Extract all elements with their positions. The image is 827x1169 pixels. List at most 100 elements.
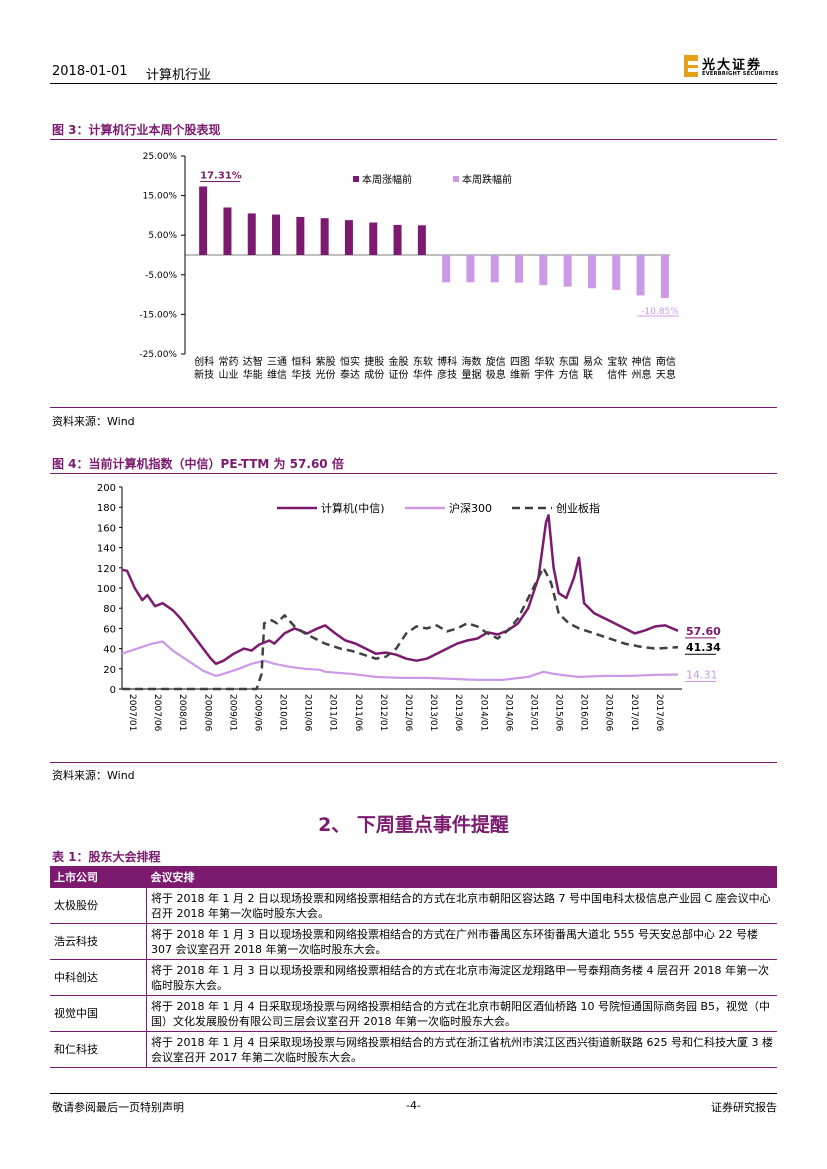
x-tick-label: 众 <box>593 356 603 368</box>
x-tick-label: 2017/01 <box>629 694 639 731</box>
page-number: -4- <box>406 1099 421 1112</box>
x-tick-label: 药 <box>228 356 238 368</box>
table-row: 中科创达 将于 2018 年 1 月 3 日以现场投票和网络投票相结合的方式在北… <box>50 959 777 996</box>
x-tick-label: 2011/06 <box>353 694 363 732</box>
x-tick-label: 神 <box>632 355 642 368</box>
y-tick-label: 180 <box>97 503 116 514</box>
x-tick-label: 华 <box>243 368 253 381</box>
company-cell: 视觉中国 <box>50 995 147 1032</box>
x-tick-label: 2012/01 <box>378 694 388 731</box>
x-tick-label: 宇 <box>534 368 544 381</box>
bar <box>369 222 378 255</box>
x-tick-label: 恒 <box>340 355 350 368</box>
x-tick-label: 彦 <box>437 368 447 381</box>
series-line <box>121 514 679 666</box>
company-cell: 和仁科技 <box>50 1031 147 1068</box>
x-tick-label: 实 <box>350 355 360 368</box>
x-tick-label: 股 <box>374 356 384 368</box>
bar-chart: 25.00%15.00%5.00%-5.00%-15.00%-25.00%创新科… <box>139 152 679 381</box>
end-label: 14.31 <box>686 669 718 682</box>
x-tick-label: 技 <box>204 368 214 381</box>
y-tick-label: 25.00% <box>143 152 178 162</box>
y-tick-label: 40 <box>103 645 116 656</box>
x-tick-label: 旋 <box>486 355 496 368</box>
bar <box>344 220 353 255</box>
x-tick-label: 联 <box>583 369 593 381</box>
y-tick-label: 160 <box>97 523 116 534</box>
company-cell: 浩云科技 <box>50 923 147 960</box>
x-tick-label: 恒 <box>291 355 301 368</box>
x-tick-label: 2009/01 <box>227 694 237 731</box>
y-tick-label: 60 <box>103 624 116 635</box>
x-tick-label: 信 <box>607 369 617 381</box>
x-tick-label: 创 <box>194 355 204 368</box>
x-tick-label: 2007/06 <box>152 694 162 732</box>
x-tick-label: 达 <box>243 356 253 368</box>
x-tick-label: 方 <box>559 368 569 381</box>
x-tick-label: 南 <box>656 355 666 368</box>
header-arrangement: 会议安排 <box>146 866 777 888</box>
table-row: 浩云科技 将于 2018 年 1 月 3 日以现场投票和网络投票相结合的方式在广… <box>50 923 777 960</box>
bar <box>199 186 208 255</box>
bar <box>466 255 475 283</box>
x-tick-label: 能 <box>253 368 263 381</box>
legend-label: 本周跌幅前 <box>462 173 512 186</box>
x-tick-label: 华 <box>413 368 423 381</box>
x-tick-label: 海 <box>461 355 471 368</box>
x-tick-label: 2011/01 <box>328 694 338 731</box>
x-tick-label: 2015/01 <box>528 694 538 731</box>
x-tick-label: 据 <box>471 368 481 381</box>
x-tick-label: 2008/06 <box>202 694 212 732</box>
x-tick-label: 捷 <box>364 355 374 368</box>
x-tick-label: 科 <box>447 355 457 368</box>
x-tick-label: 软 <box>423 355 433 368</box>
x-tick-label: 信 <box>666 356 676 368</box>
x-tick-label: 件 <box>423 369 433 381</box>
x-tick-label: 山 <box>218 369 228 381</box>
x-tick-label: 宝 <box>607 355 617 368</box>
x-tick-label: 极 <box>486 368 496 381</box>
x-tick-label: 四 <box>510 357 520 368</box>
section-title: 2、 下周重点事件提醒 <box>318 814 509 836</box>
x-tick-label: 图 <box>520 356 530 368</box>
x-tick-label: 份 <box>326 369 336 381</box>
series-line <box>122 566 679 691</box>
y-tick-label: 5.00% <box>148 231 177 241</box>
legend-label: 创业板指 <box>556 501 600 515</box>
x-tick-label: 2009/06 <box>252 694 262 732</box>
bar <box>539 255 548 286</box>
legend-swatch <box>453 176 459 182</box>
y-tick-label: 80 <box>103 604 116 615</box>
x-tick-label: 技 <box>301 368 311 381</box>
industry-name: 计算机行业 <box>146 68 212 83</box>
x-tick-label: 份 <box>374 369 384 381</box>
x-tick-label: 2010/06 <box>303 694 313 732</box>
arrangement-cell: 将于 2018 年 1 月 4 日采取现场投票与网络投票相结合的方式在浙江省杭州… <box>146 1031 777 1068</box>
data-label-max: 17.31% <box>200 170 242 181</box>
arrangement-cell: 将于 2018 年 1 月 3 日以现场投票和网络投票相结合的方式在北京市海淀区… <box>146 959 777 996</box>
x-tick-label: 新 <box>520 368 530 381</box>
table-row: 视觉中国 将于 2018 年 1 月 4 日采取现场投票与网络投票相结合的方式在… <box>50 995 777 1032</box>
x-tick-label: 博 <box>437 355 447 368</box>
report-date: 2018-01-01 <box>52 64 128 79</box>
bar <box>515 255 524 283</box>
x-tick-label: 新 <box>194 368 204 381</box>
logo-subtitle: EVERBRIGHT SECURITIES <box>702 71 779 77</box>
bar <box>660 255 669 298</box>
x-tick-label: 2007/01 <box>127 694 137 731</box>
line-chart: 0 20 40 60 80 100 120 140 160 180 200 2007/01 2007/0… <box>97 483 721 732</box>
x-tick-label: 股 <box>326 356 336 368</box>
x-tick-label: 信 <box>496 356 506 368</box>
meeting-table: 上市公司 会议安排 太极股份 将于 2018 年 1 月 2 日以现场投票和网络… <box>50 866 777 1068</box>
logo-mark <box>684 55 698 77</box>
x-tick-label: 业 <box>228 369 238 381</box>
data-label-min: -10.85% <box>641 307 679 317</box>
figure3-title: 图 3：计算机行业本周个股表现 <box>52 123 221 137</box>
x-tick-label: 科 <box>301 355 311 368</box>
bar <box>417 225 426 255</box>
bar <box>247 213 256 255</box>
x-tick-label: 2014/01 <box>478 694 488 731</box>
y-tick-label: 15.00% <box>143 192 178 202</box>
bar <box>393 224 402 255</box>
table-caption: 表 1：股东大会排程 <box>52 850 161 864</box>
